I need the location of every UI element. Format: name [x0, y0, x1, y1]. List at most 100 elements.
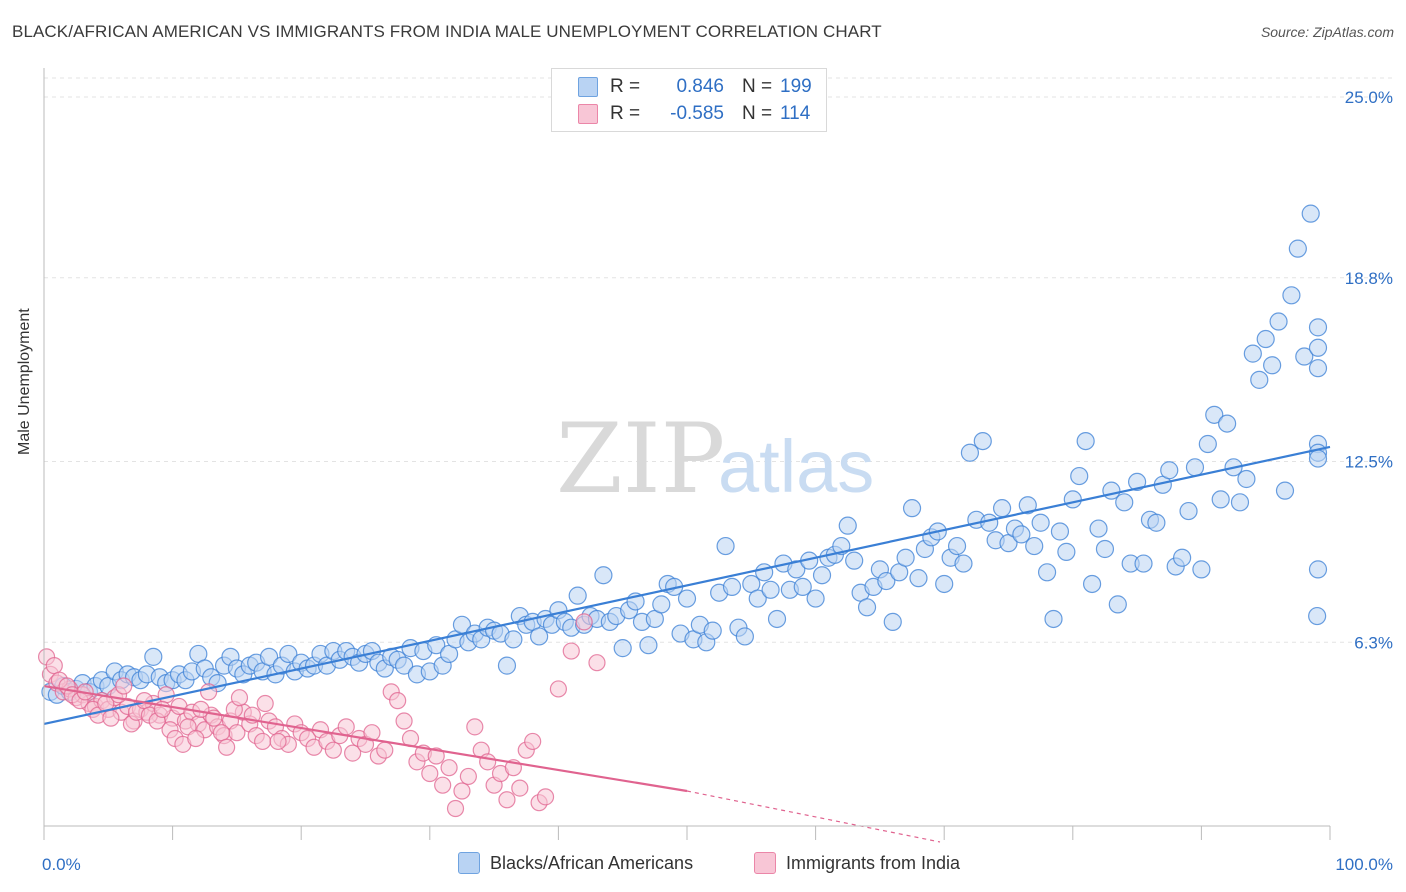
point-india	[212, 724, 231, 742]
point-blacks	[1108, 595, 1127, 614]
point-blacks	[902, 499, 922, 518]
point-blacks	[703, 621, 722, 640]
point-blacks	[613, 639, 632, 658]
point-blacks	[1301, 204, 1320, 223]
point-india	[536, 788, 555, 806]
point-india	[102, 709, 120, 727]
watermark-zip: ZIP	[556, 403, 725, 515]
point-blacks	[1308, 606, 1327, 626]
point-blacks	[1018, 496, 1037, 515]
point-blacks	[1044, 609, 1063, 629]
point-blacks	[1205, 405, 1224, 424]
point-india	[254, 732, 272, 751]
point-blacks	[1160, 461, 1179, 480]
point-blacks	[960, 443, 980, 462]
trend-line-india-extrapolated	[686, 790, 941, 843]
legend-label-india: Immigrants from India	[786, 852, 961, 873]
point-blacks	[1070, 466, 1089, 486]
point-blacks	[1308, 560, 1328, 579]
point-india	[376, 741, 394, 759]
point-blacks	[1089, 519, 1108, 538]
point-blacks	[1057, 542, 1076, 561]
watermark: ZIP atlas	[556, 403, 874, 515]
point-india	[511, 779, 529, 797]
point-blacks	[1211, 490, 1230, 509]
point-blacks	[1012, 525, 1031, 544]
point-india	[549, 680, 568, 698]
point-blacks	[1037, 563, 1057, 582]
point-blacks	[639, 636, 658, 655]
point-blacks	[530, 627, 549, 646]
point-blacks	[394, 656, 414, 675]
point-blacks	[1308, 359, 1328, 378]
bottom-legend-blacks[interactable]: Blacks/African Americans	[458, 852, 693, 874]
legend-r-value: 0.846	[676, 76, 724, 97]
point-blacks	[1198, 434, 1217, 454]
tick-labels: 6.3% 12.5% 18.8% 25.0% 0.0% 100.0%	[42, 88, 1393, 874]
point-blacks	[1256, 329, 1275, 349]
point-blacks	[1050, 522, 1070, 541]
point-blacks	[1173, 548, 1192, 567]
trend-line-blacks	[43, 445, 1331, 726]
legend-row-blacks: R = 0.846 N = 199	[578, 75, 812, 99]
x-tick-label: 100.0%	[1335, 855, 1393, 874]
point-blacks	[812, 566, 832, 585]
point-blacks	[845, 551, 864, 570]
legend-n-label: N =	[742, 103, 773, 124]
point-blacks	[1250, 370, 1269, 389]
point-blacks	[1031, 513, 1050, 532]
bottom-legend-india[interactable]: Immigrants from India	[754, 852, 960, 874]
legend-n-value: 114	[780, 103, 811, 124]
point-blacks	[1127, 472, 1147, 492]
point-blacks	[947, 536, 967, 556]
y-tick-label: 18.8%	[1345, 269, 1393, 288]
point-blacks	[504, 630, 523, 649]
point-blacks	[793, 577, 812, 596]
legend-n-value: 199	[780, 76, 812, 97]
x-tick-label: 0.0%	[42, 855, 81, 874]
legend-r-value: -0.585	[670, 103, 724, 124]
trend-line-india	[43, 684, 688, 793]
point-india	[524, 732, 542, 751]
correlation-legend: R = 0.846 N = 199 R = -0.585 N = 114	[551, 68, 827, 132]
y-tick-label: 25.0%	[1345, 88, 1393, 107]
point-blacks	[1308, 338, 1328, 357]
point-blacks	[935, 574, 954, 594]
series-layer	[37, 204, 1328, 818]
point-blacks	[279, 644, 298, 664]
point-blacks	[838, 516, 857, 535]
point-blacks	[973, 431, 992, 451]
point-india	[324, 741, 342, 759]
point-blacks	[1288, 239, 1307, 258]
chart-title: BLACK/AFRICAN AMERICAN VS IMMIGRANTS FRO…	[12, 22, 882, 41]
legend-r-label: R =	[610, 103, 641, 124]
point-blacks	[1147, 513, 1166, 532]
point-india	[562, 642, 580, 660]
point-india	[157, 686, 175, 704]
point-blacks	[767, 609, 787, 629]
point-blacks	[677, 589, 697, 608]
point-blacks	[1308, 449, 1328, 468]
point-blacks	[1308, 318, 1328, 337]
point-india	[440, 759, 458, 777]
point-india	[230, 689, 249, 707]
point-blacks	[1192, 560, 1211, 579]
point-blacks	[259, 647, 279, 666]
point-blacks	[1185, 458, 1205, 477]
y-tick-label: 12.5%	[1345, 453, 1393, 472]
point-india	[421, 764, 439, 783]
point-blacks	[1115, 493, 1134, 512]
point-blacks	[652, 595, 671, 614]
point-blacks	[1263, 356, 1282, 375]
point-blacks	[1082, 574, 1102, 594]
legend-swatch-india	[754, 852, 776, 874]
legend-label-blacks: Blacks/African Americans	[490, 852, 694, 873]
legend-swatch-blacks	[578, 77, 598, 97]
point-india	[187, 729, 205, 748]
grid	[44, 77, 1394, 643]
legend-row-india: R = -0.585 N = 114	[578, 102, 810, 126]
point-india	[115, 677, 133, 695]
point-blacks	[1237, 469, 1256, 489]
point-blacks	[896, 548, 915, 567]
point-india	[344, 744, 362, 762]
